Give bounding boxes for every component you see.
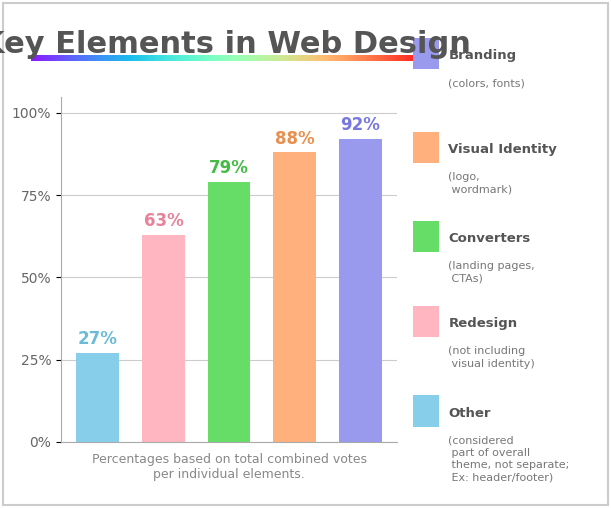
FancyBboxPatch shape <box>413 132 439 163</box>
Text: 63%: 63% <box>144 212 183 230</box>
Text: Branding: Branding <box>448 49 516 62</box>
Text: 92%: 92% <box>340 116 381 134</box>
FancyBboxPatch shape <box>413 395 439 427</box>
Bar <box>76 353 119 442</box>
FancyBboxPatch shape <box>413 38 439 69</box>
FancyBboxPatch shape <box>413 221 439 252</box>
Bar <box>339 139 382 442</box>
FancyBboxPatch shape <box>413 306 439 337</box>
Text: Redesign: Redesign <box>448 317 518 330</box>
Text: (colors, fonts): (colors, fonts) <box>448 78 525 88</box>
Text: Key Elements in Web Design: Key Elements in Web Design <box>0 30 471 59</box>
Text: (not including
 visual identity): (not including visual identity) <box>448 346 535 369</box>
Text: (considered
 part of overall
 theme, not separate;
 Ex: header/footer): (considered part of overall theme, not s… <box>448 436 569 483</box>
Text: 27%: 27% <box>78 330 118 348</box>
Text: Other: Other <box>448 406 491 420</box>
Text: (logo,
 wordmark): (logo, wordmark) <box>448 172 513 194</box>
Bar <box>208 182 251 442</box>
Text: 79%: 79% <box>209 159 249 177</box>
Bar <box>274 152 316 442</box>
Text: Visual Identity: Visual Identity <box>448 143 557 156</box>
X-axis label: Percentages based on total combined votes
per individual elements.: Percentages based on total combined vote… <box>92 453 367 481</box>
Bar <box>142 235 185 442</box>
Text: (landing pages,
 CTAs): (landing pages, CTAs) <box>448 261 535 283</box>
Text: 88%: 88% <box>275 130 315 147</box>
Text: Converters: Converters <box>448 232 531 245</box>
